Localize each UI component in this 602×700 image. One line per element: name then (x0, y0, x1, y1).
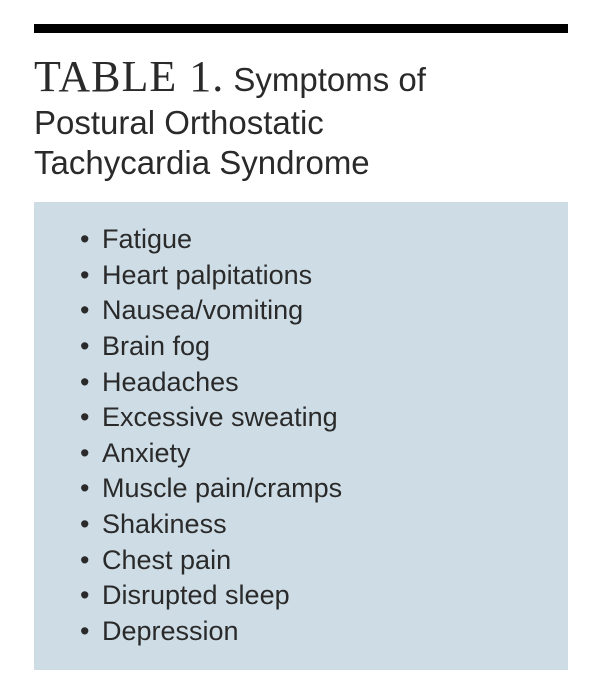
top-rule (34, 24, 568, 33)
list-item: Nausea/vomiting (80, 293, 548, 329)
list-item: Depression (80, 614, 548, 650)
table-label: TABLE 1. (34, 52, 224, 101)
symptom-panel: Fatigue Heart palpitations Nausea/vomiti… (34, 202, 568, 670)
table-caption-line3: Tachycardia Syndrome (34, 143, 568, 183)
symptom-list: Fatigue Heart palpitations Nausea/vomiti… (80, 222, 548, 650)
list-item: Shakiness (80, 507, 548, 543)
list-item: Anxiety (80, 436, 548, 472)
list-item: Heart palpitations (80, 258, 548, 294)
list-item: Fatigue (80, 222, 548, 258)
table-container: TABLE 1. Symptoms of Postural Orthostati… (0, 0, 602, 700)
list-item: Brain fog (80, 329, 548, 365)
table-caption-line2: Postural Orthostatic (34, 103, 568, 143)
list-item: Chest pain (80, 543, 548, 579)
list-item: Disrupted sleep (80, 578, 548, 614)
list-item: Muscle pain/cramps (80, 471, 548, 507)
list-item: Excessive sweating (80, 400, 548, 436)
table-caption-inline: Symptoms of (224, 61, 426, 98)
list-item: Headaches (80, 365, 548, 401)
title-block: TABLE 1. Symptoms of Postural Orthostati… (34, 51, 568, 182)
